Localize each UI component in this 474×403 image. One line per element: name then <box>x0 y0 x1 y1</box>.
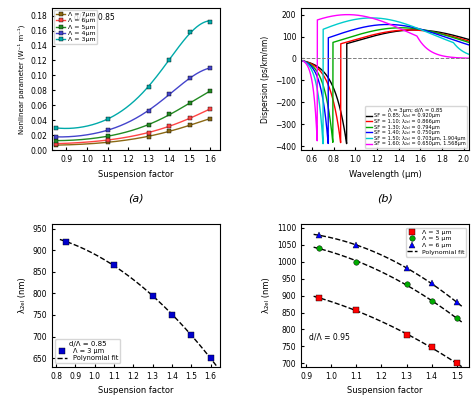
X-axis label: Wavelength (μm): Wavelength (μm) <box>349 170 421 179</box>
Y-axis label: Nonlinear parameter (W⁻¹ m⁻¹): Nonlinear parameter (W⁻¹ m⁻¹) <box>17 25 25 134</box>
Y-axis label: λ₂ₑₗ (nm): λ₂ₑₗ (nm) <box>262 278 271 314</box>
Y-axis label: Dispersion (ps/km/nm): Dispersion (ps/km/nm) <box>261 35 270 123</box>
X-axis label: Suspension factor: Suspension factor <box>99 386 174 395</box>
Legend: Λ = 7μm, Λ = 6μm, Λ = 5μm, Λ = 4μm, Λ = 3μm: Λ = 7μm, Λ = 6μm, Λ = 5μm, Λ = 4μm, Λ = … <box>54 10 97 44</box>
Text: d/Λ = 0.95: d/Λ = 0.95 <box>310 332 350 341</box>
Legend: Λ = 3 μm, Λ = 5 μm, Λ = 6 μm, Polynomial fit: Λ = 3 μm, Λ = 5 μm, Λ = 6 μm, Polynomial… <box>406 228 466 257</box>
Text: (a): (a) <box>128 193 144 203</box>
Legend: Λ = 3 μm, Polynomial fit: Λ = 3 μm, Polynomial fit <box>55 339 120 364</box>
Text: d/Λ = 0.85: d/Λ = 0.85 <box>74 12 115 21</box>
Legend: SF = 0.85; λ₂ₑₗ = 0.920μm, SF = 1.10; λ₂ₑₗ = 0.866μm, SF = 1.30; λ₂ₑₗ = 0.794μm,: SF = 0.85; λ₂ₑₗ = 0.920μm, SF = 1.10; λ₂… <box>365 106 467 148</box>
X-axis label: Suspension factor: Suspension factor <box>347 386 423 395</box>
Text: (b): (b) <box>377 193 393 203</box>
X-axis label: Suspension factor: Suspension factor <box>99 170 174 179</box>
Y-axis label: λ₂ₑₗ (nm): λ₂ₑₗ (nm) <box>18 278 27 314</box>
